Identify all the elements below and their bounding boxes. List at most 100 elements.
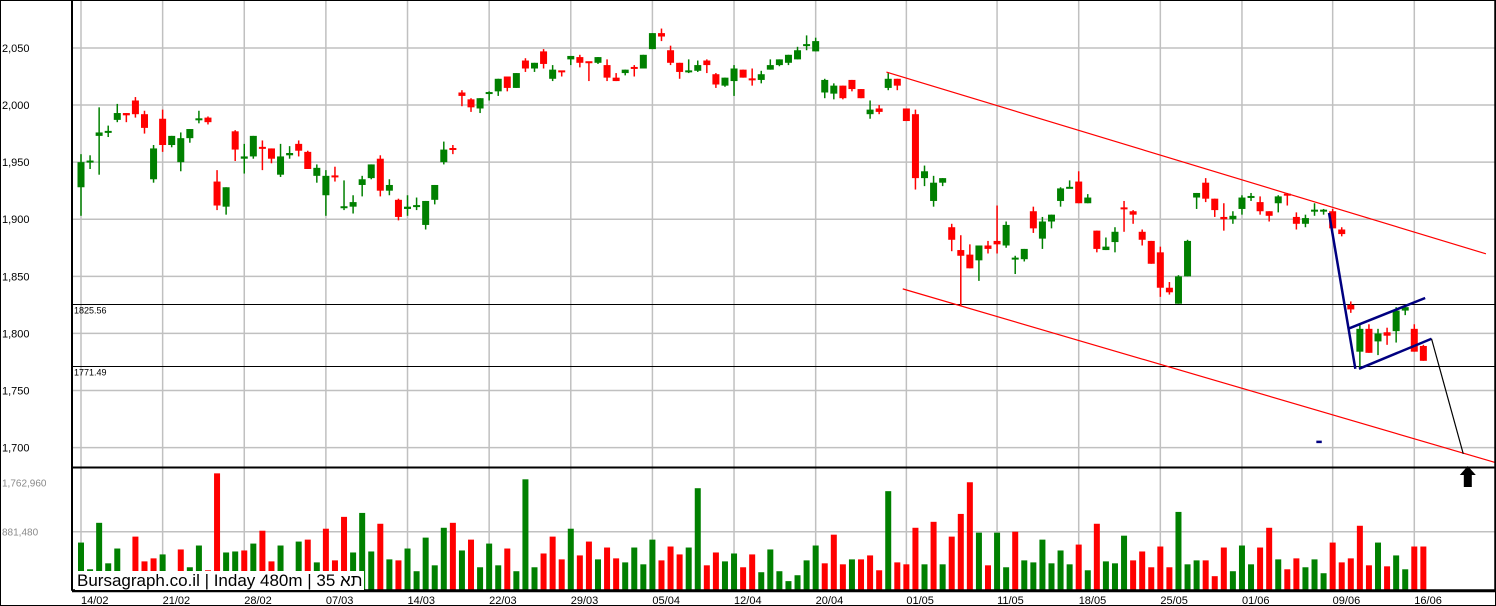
volume-bar [1030, 562, 1037, 591]
volume-bar [613, 558, 620, 591]
candle-body [249, 135, 257, 157]
candle-body [1220, 216, 1228, 220]
candle-body [784, 54, 792, 63]
candle-body [821, 79, 829, 93]
volume-bar [1356, 525, 1363, 591]
price-tick-label: 2,000 [2, 100, 30, 112]
candle-body [159, 118, 167, 146]
candle-body [694, 65, 702, 71]
volume-bar [930, 521, 937, 591]
candle-body [331, 175, 339, 178]
candle-body [1184, 240, 1192, 277]
volume-bar [776, 571, 783, 591]
volume-bar [1284, 569, 1291, 591]
volume-bar [214, 473, 221, 591]
candle-body [376, 158, 384, 191]
candle-body [422, 200, 430, 225]
volume-bar [1329, 542, 1336, 591]
candle-body [1365, 328, 1373, 353]
volume-bar [712, 552, 719, 591]
candle-body [258, 146, 266, 149]
candle-body [1111, 231, 1119, 243]
up-arrow-icon [1459, 466, 1476, 487]
candle-body [413, 205, 421, 208]
volume-bar [195, 545, 202, 591]
candle-body [1202, 182, 1210, 199]
candle-body [757, 74, 765, 80]
volume-bar [894, 562, 901, 591]
volume-bar [794, 575, 801, 591]
volume-bar [1220, 547, 1227, 591]
candle-body [1347, 304, 1355, 310]
volume-bar [640, 564, 647, 591]
date-tick-label: 07/03 [326, 595, 354, 606]
candle-body [313, 167, 321, 176]
date-tick-label: 14/03 [408, 595, 436, 606]
trend-channel-line [886, 71, 1487, 255]
candle-body [213, 181, 221, 206]
volume-bar [1238, 545, 1245, 591]
candle-body [794, 50, 802, 60]
candle-body [730, 68, 738, 82]
candle-body [1011, 257, 1019, 260]
price-level-label: 1825.56 [74, 306, 107, 316]
candle-body [712, 74, 720, 85]
candle-body [612, 77, 620, 82]
candle-body [984, 245, 992, 249]
volume-bar [422, 537, 429, 591]
volume-bar [1166, 567, 1173, 591]
candle-body [549, 69, 557, 79]
volume-bar [549, 536, 556, 591]
volume-bar [1375, 542, 1382, 591]
trendlines [886, 71, 1496, 487]
watermark-label: Bursagraph.co.il | Inday 480m | 35 תא [75, 571, 365, 590]
volume-bar [304, 539, 311, 591]
volume-bar [667, 546, 674, 591]
volume-bar [395, 560, 402, 591]
candle-body [1274, 196, 1282, 204]
volume-tick-label: 881,480 [2, 528, 39, 539]
volume-bar [359, 512, 366, 591]
volume-bar [1084, 570, 1091, 591]
volume-bar [1411, 546, 1418, 591]
volume-bar [440, 527, 447, 591]
candle-body [1265, 211, 1273, 216]
candle-body [1129, 211, 1137, 215]
volume-bar [767, 549, 774, 591]
candle-body [585, 61, 593, 64]
volume-bar [604, 547, 611, 591]
volume-tick-label: 1,762,960 [2, 479, 47, 490]
candle-body [1211, 198, 1219, 211]
candle-body [621, 69, 629, 74]
candle-body [1057, 188, 1065, 201]
candle-body [1283, 193, 1291, 196]
candle-body [404, 206, 412, 209]
volume-bar [1347, 558, 1354, 591]
candle-body [1156, 252, 1164, 288]
volume-bar [404, 548, 411, 591]
volume-bar [386, 559, 393, 591]
candle-body [95, 132, 103, 136]
volume-bar [821, 563, 828, 591]
volume-bar [1193, 560, 1200, 591]
candle-body [1147, 240, 1155, 264]
candle-body [77, 162, 85, 188]
date-tick-label: 14/02 [81, 595, 109, 606]
candle-body [857, 89, 865, 99]
candle-body [1419, 345, 1427, 361]
price-tick-label: 1,850 [2, 271, 30, 283]
candle-body [1238, 197, 1246, 209]
candle-body [1311, 209, 1319, 212]
candle-body [630, 66, 638, 69]
candle-body [150, 148, 158, 180]
candle-body [286, 153, 294, 156]
volume-bar [576, 555, 583, 591]
candlesticks [77, 28, 1427, 369]
candle-body [893, 78, 901, 86]
volume-bar [703, 565, 710, 591]
candle-body [1020, 248, 1028, 260]
candle-body [1410, 328, 1418, 352]
candle-body [467, 99, 475, 108]
volume-bar [78, 542, 84, 591]
